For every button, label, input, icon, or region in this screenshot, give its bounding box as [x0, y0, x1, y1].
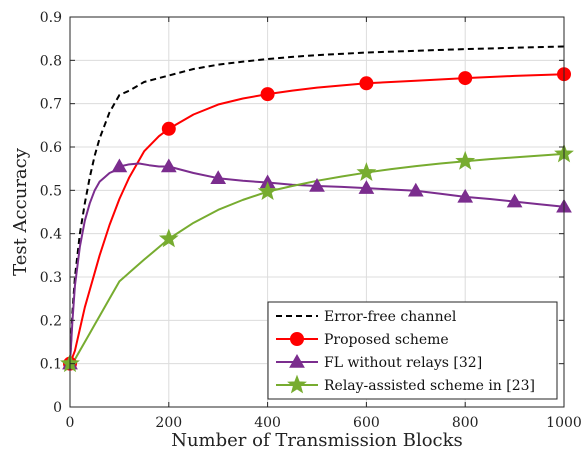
y-tick-labels: 0 0.1 0.2 0.3 0.4 0.5 0.6 0.7 0.8 0.9 [40, 10, 62, 416]
legend: Error-free channel Proposed scheme FL with… [267, 301, 558, 400]
y-tick-label: 0.8 [40, 53, 62, 69]
series-marker-2 [160, 158, 177, 173]
x-tick-label: 400 [254, 415, 281, 431]
series-marker-1 [458, 71, 473, 86]
x-tick-label: 800 [452, 415, 479, 431]
legend-label-2: FL without relays [32] [324, 355, 482, 371]
x-tick-label: 1000 [546, 415, 582, 431]
y-tick-label: 0.5 [40, 183, 62, 199]
series-marker-2 [457, 188, 474, 203]
series-line-0 [69, 45, 565, 364]
series-marker-2 [210, 170, 227, 184]
y-tick-label: 0.3 [40, 270, 62, 286]
legend-label-3: Relay-assisted scheme in [23] [324, 378, 535, 394]
x-tick-labels: 0 200 400 600 800 1000 [66, 415, 582, 431]
series-marker-2 [309, 177, 325, 192]
legend-marker-2 [289, 353, 305, 368]
legend-box [267, 301, 558, 400]
legend-label-0: Error-free channel [324, 309, 457, 325]
plot-frame [69, 16, 565, 408]
y-tick-label: 0.4 [40, 227, 62, 243]
y-axis-label: Test Accuracy [10, 147, 31, 276]
y-tick-label: 0.1 [40, 357, 62, 373]
legend-marker-1 [290, 332, 304, 346]
y-tick-label: 0.7 [40, 97, 62, 113]
series-marker-1 [359, 76, 374, 91]
legend-marker-3 [287, 374, 307, 394]
x-tick-label: 200 [155, 415, 182, 431]
series-marker-3 [455, 150, 476, 170]
series-line-3 [69, 152, 565, 365]
series-marker-2 [506, 193, 523, 208]
y-tick-label: 0 [53, 400, 62, 416]
series-marker-2 [358, 180, 375, 194]
series-marker-1 [260, 87, 275, 102]
legend-label-1: Proposed scheme [324, 332, 449, 348]
series-marker-2 [111, 158, 128, 173]
y-tick-label: 0.9 [40, 10, 62, 26]
y-tick-label: 0.2 [40, 313, 62, 329]
series-marker-3 [257, 181, 278, 201]
series-marker-3 [356, 162, 377, 181]
x-axis-label: Number of Transmission Blocks [171, 430, 463, 451]
series-marker-2 [407, 182, 424, 197]
series-markers [60, 67, 574, 373]
axis-ticks [69, 16, 565, 408]
x-tick-label: 0 [66, 415, 75, 431]
series-marker-3 [158, 228, 179, 248]
y-tick-label: 0.6 [40, 140, 62, 156]
x-tick-label: 600 [353, 415, 380, 431]
series-marker-1 [161, 121, 176, 136]
